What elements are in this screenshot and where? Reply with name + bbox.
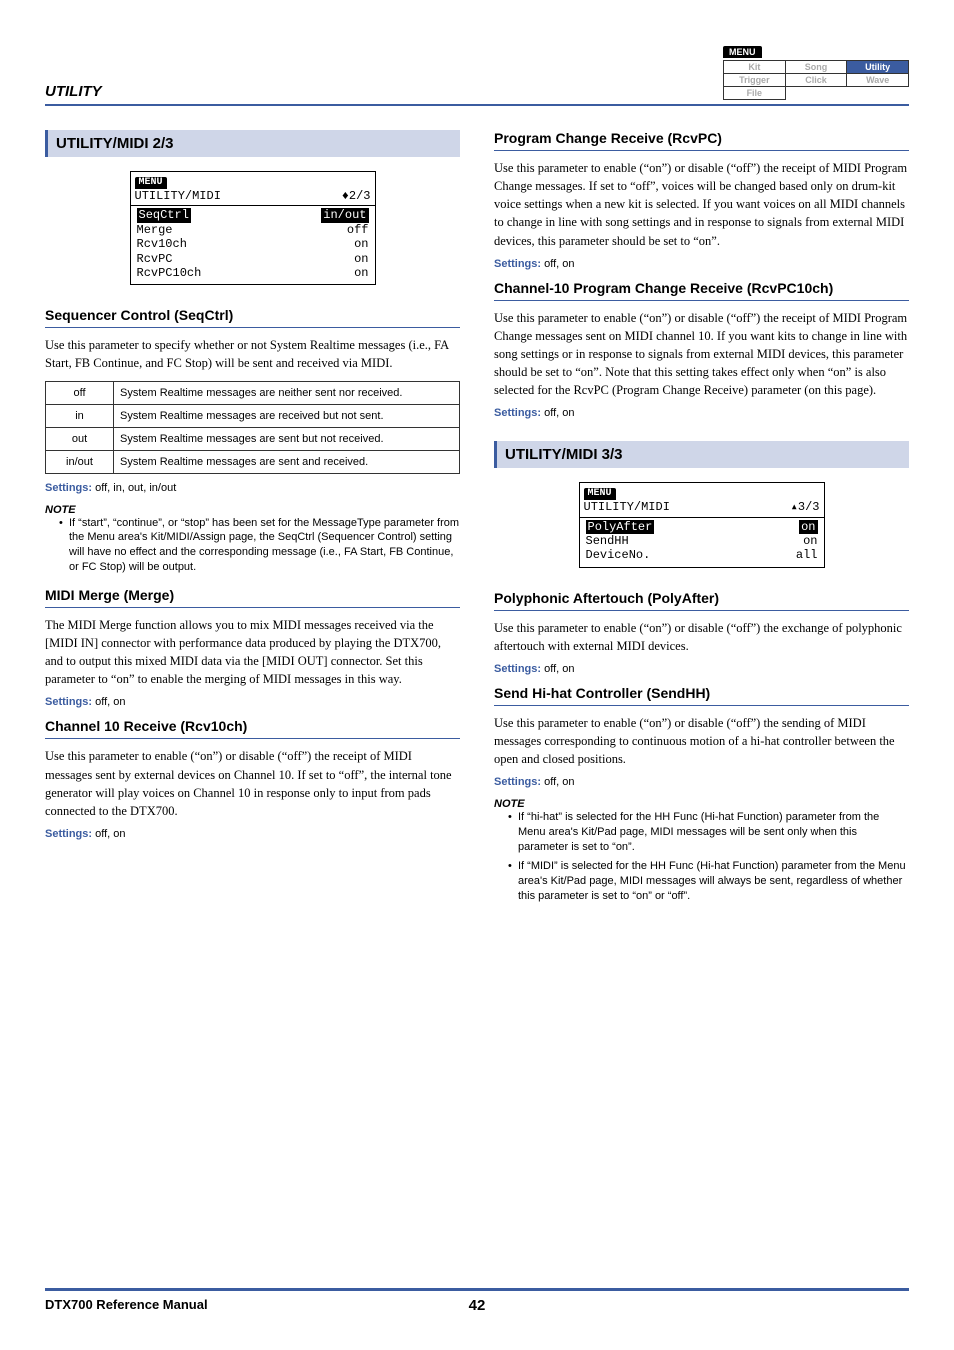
body-text: Use this parameter to enable (“on”) or d… <box>494 619 909 655</box>
settings: Settings: off, on <box>494 776 909 788</box>
subhead: Send Hi-hat Controller (SendHH) <box>494 685 909 706</box>
note-item: If “hi-hat” is selected for the HH Func … <box>508 810 909 855</box>
footer-page: 42 <box>452 1297 502 1314</box>
table-cell: System Realtime messages are sent but no… <box>114 427 460 450</box>
nav-tab: Click <box>785 74 847 87</box>
settings: Settings: off, in, out, in/out <box>45 482 460 494</box>
nav-tab <box>847 87 909 100</box>
settings: Settings: off, on <box>45 828 460 840</box>
note-list: If “hi-hat” is selected for the HH Func … <box>494 810 909 903</box>
subhead: Channel-10 Program Change Receive (RcvPC… <box>494 280 909 301</box>
subhead: MIDI Merge (Merge) <box>45 587 460 608</box>
section-band: UTILITY/MIDI 3/3 <box>494 441 909 468</box>
body-text: Use this parameter to enable (“on”) or d… <box>494 714 909 768</box>
settings: Settings: off, on <box>494 407 909 419</box>
table-cell: System Realtime messages are received bu… <box>114 404 460 427</box>
note-label: NOTE <box>494 798 909 810</box>
menu-tabs: MENU KitSongUtility TriggerClickWave File <box>723 42 909 100</box>
nav-tab <box>785 87 847 100</box>
section-band: UTILITY/MIDI 2/3 <box>45 130 460 157</box>
body-text: Use this parameter to enable (“on”) or d… <box>494 159 909 250</box>
lcd-screen: MENUUTILITY/MIDI♦2/3SeqCtrlin/outMergeof… <box>130 171 376 285</box>
lcd-screen: MENUUTILITY/MIDI▴3/3PolyAfteronSendHHonD… <box>579 482 825 568</box>
nav-tab: Trigger <box>724 74 786 87</box>
table-cell: in <box>46 404 114 427</box>
note-label: NOTE <box>45 504 460 516</box>
note-item: If “MIDI” is selected for the HH Func (H… <box>508 859 909 904</box>
param-table: offSystem Realtime messages are neither … <box>45 381 460 474</box>
body-text: The MIDI Merge function allows you to mi… <box>45 616 460 689</box>
nav-tab: Song <box>785 61 847 74</box>
subhead: Polyphonic Aftertouch (PolyAfter) <box>494 590 909 611</box>
table-cell: off <box>46 381 114 404</box>
settings: Settings: off, on <box>494 663 909 675</box>
nav-tab: Wave <box>847 74 909 87</box>
nav-tab: File <box>724 87 786 100</box>
body-text: Use this parameter to enable (“on”) or d… <box>45 747 460 820</box>
note-list: If “start”, “continue”, or “stop” has be… <box>45 516 460 575</box>
nav-tab: Kit <box>724 61 786 74</box>
footer: DTX700 Reference Manual 42 <box>45 1288 909 1314</box>
table-cell: System Realtime messages are sent and re… <box>114 450 460 473</box>
subhead: Program Change Receive (RcvPC) <box>494 130 909 151</box>
table-cell: out <box>46 427 114 450</box>
body-text: Use this parameter to specify whether or… <box>45 336 460 372</box>
body-text: Use this parameter to enable (“on”) or d… <box>494 309 909 400</box>
header-section-label: UTILITY <box>45 83 102 100</box>
table-cell: System Realtime messages are neither sen… <box>114 381 460 404</box>
footer-title: DTX700 Reference Manual <box>45 1297 452 1314</box>
table-cell: in/out <box>46 450 114 473</box>
subhead: Channel 10 Receive (Rcv10ch) <box>45 718 460 739</box>
menu-label: MENU <box>723 46 762 58</box>
settings: Settings: off, on <box>45 696 460 708</box>
nav-tab: Utility <box>847 61 909 74</box>
subhead: Sequencer Control (SeqCtrl) <box>45 307 460 328</box>
settings: Settings: off, on <box>494 258 909 270</box>
